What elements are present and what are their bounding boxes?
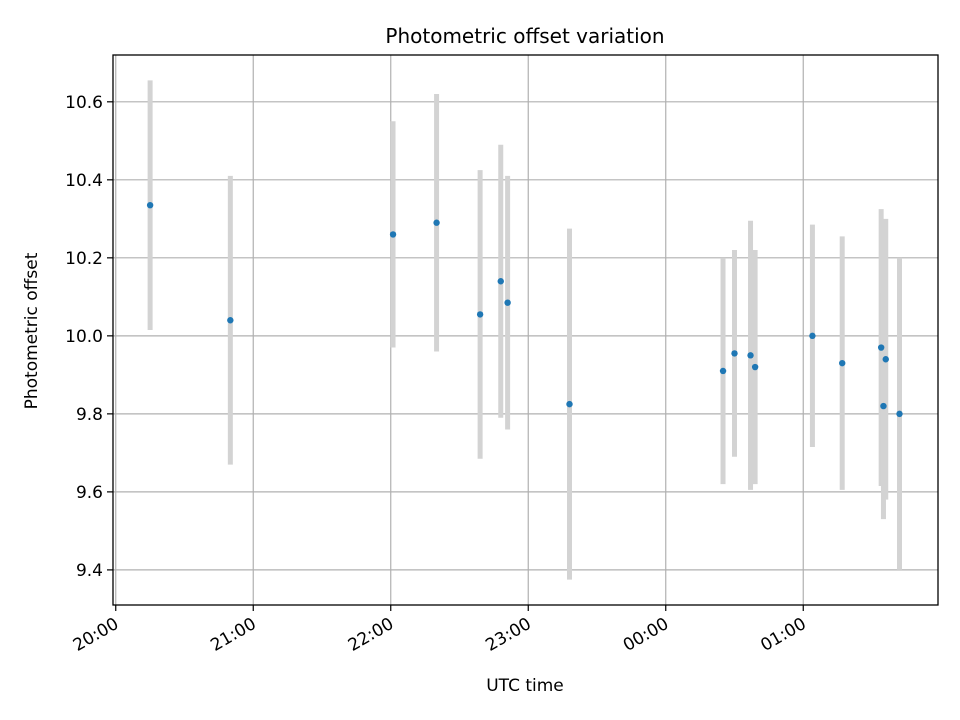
y-tick-label: 10.6 — [65, 93, 103, 113]
data-point — [504, 299, 511, 306]
data-point — [497, 278, 504, 285]
data-point — [747, 352, 754, 359]
y-tick-label: 9.6 — [76, 483, 103, 503]
data-point — [751, 363, 759, 371]
data-point — [839, 359, 846, 367]
data-point — [731, 350, 738, 357]
data-point — [433, 219, 440, 226]
data-point — [566, 400, 573, 408]
data-point — [389, 231, 397, 238]
grid-lines — [113, 55, 938, 605]
data-point — [880, 402, 887, 410]
plot-area — [113, 55, 938, 605]
data-point — [719, 367, 727, 375]
y-tick-label: 10.0 — [65, 327, 103, 347]
data-points — [146, 201, 903, 418]
y-tick-label: 10.2 — [65, 249, 103, 269]
data-point — [896, 410, 903, 418]
x-axis-label: UTC time — [486, 676, 564, 696]
y-tick-label: 9.4 — [76, 561, 103, 581]
axes-spines — [112, 54, 939, 606]
data-point — [877, 344, 885, 351]
y-tick-label: 10.4 — [65, 171, 103, 191]
axes-frame — [112, 54, 939, 606]
data-point — [476, 311, 484, 318]
y-axis-label: Photometric offset — [22, 252, 42, 409]
chart-title: Photometric offset variation — [385, 24, 664, 48]
y-tick-label: 9.8 — [76, 405, 103, 425]
y-axis-ticks: 9.4 9.6 9.8 10.0 10.2 10.4 10.6 — [65, 93, 113, 581]
data-point — [809, 332, 816, 340]
data-point — [882, 356, 889, 363]
plot-background — [113, 55, 938, 605]
data-point — [146, 201, 154, 209]
data-point — [227, 317, 234, 324]
